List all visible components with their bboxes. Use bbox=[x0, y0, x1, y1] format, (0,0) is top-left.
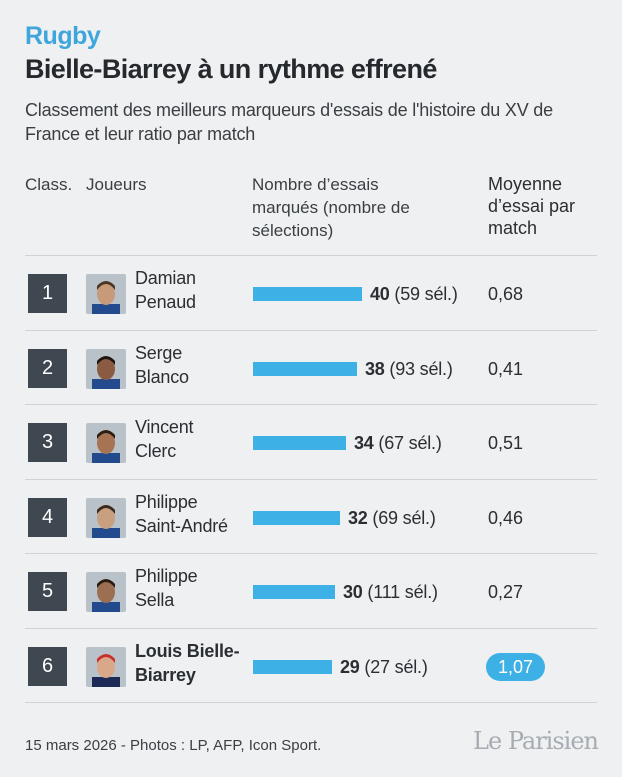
player-name-line2: Sella bbox=[135, 590, 175, 610]
tries-bar bbox=[253, 362, 357, 376]
tries-bar bbox=[253, 436, 346, 450]
tries-value: 34 bbox=[354, 433, 374, 453]
rank-badge: 4 bbox=[28, 498, 67, 537]
player-name-line1: Damian bbox=[135, 268, 196, 288]
player-name-line2: Saint-André bbox=[135, 516, 228, 536]
player-name-line1: Louis Bielle- bbox=[135, 641, 240, 661]
table-row: 2 Serge Blanco 38 (93 sél.) 0,41 bbox=[0, 332, 622, 406]
le-parisien-logo: Le Parisien bbox=[473, 727, 599, 755]
rank-badge: 1 bbox=[28, 274, 67, 313]
average-value: 0,46 bbox=[488, 508, 524, 528]
average-highlight-badge: 1,07 bbox=[486, 653, 546, 681]
player-name-line1: Philippe bbox=[135, 492, 198, 512]
selections-value: (67 sél.) bbox=[373, 433, 442, 453]
player-name-line2: Clerc bbox=[135, 441, 177, 461]
row-separator bbox=[25, 330, 597, 331]
tries-label: 32 (69 sél.) bbox=[348, 507, 436, 529]
player-name-line2: Biarrey bbox=[135, 665, 196, 685]
header-average: Moyenne d’essai par match bbox=[488, 174, 576, 238]
chart-subtitle: Classement des meilleurs marqueurs d'ess… bbox=[25, 100, 553, 144]
player-name-line1: Vincent bbox=[135, 417, 194, 437]
row-separator bbox=[25, 255, 597, 256]
tries-bar bbox=[253, 585, 335, 599]
chart-title: Bielle-Biarrey à un rythme effrené bbox=[25, 54, 437, 84]
row-separator bbox=[25, 404, 597, 405]
player-photo bbox=[86, 349, 126, 389]
player-name-line2: Penaud bbox=[135, 292, 196, 312]
kicker: Rugby bbox=[25, 22, 101, 50]
tries-value: 32 bbox=[348, 508, 368, 528]
player-photo bbox=[86, 274, 126, 314]
rank-badge: 3 bbox=[28, 423, 67, 462]
player-name-line1: Philippe bbox=[135, 566, 198, 586]
player-photo bbox=[86, 647, 126, 687]
selections-value: (93 sél.) bbox=[384, 359, 453, 379]
tries-bar bbox=[253, 511, 340, 525]
average-value: 0,27 bbox=[488, 582, 524, 602]
player-name-line1: Serge bbox=[135, 343, 183, 363]
player-name-line2: Blanco bbox=[135, 367, 189, 387]
row-separator bbox=[25, 628, 597, 629]
tries-label: 30 (111 sél.) bbox=[343, 581, 438, 603]
table-row: 4 Philippe Saint-André 32 (69 sél.) 0,46 bbox=[0, 481, 622, 555]
selections-value: (27 sél.) bbox=[359, 657, 428, 677]
tries-bar bbox=[253, 660, 332, 674]
average-value: 0,51 bbox=[488, 433, 524, 453]
rank-badge: 6 bbox=[28, 647, 67, 686]
row-separator bbox=[25, 479, 597, 480]
table-row: 5 Philippe Sella 30 (111 sél.) 0,27 bbox=[0, 555, 622, 629]
tries-value: 40 bbox=[370, 284, 390, 304]
average-value: 0,68 bbox=[488, 284, 524, 304]
row-separator bbox=[25, 702, 597, 703]
tries-bar bbox=[253, 287, 362, 301]
rank-badge: 5 bbox=[28, 572, 67, 611]
table-row: 6 Louis Bielle- Biarrey 29 (27 sél.) 1,07 bbox=[0, 630, 622, 704]
row-separator bbox=[25, 553, 597, 554]
tries-label: 38 (93 sél.) bbox=[365, 358, 453, 380]
table-row: 1 Damian Penaud 40 (59 sél.) 0,68 bbox=[0, 257, 622, 331]
header-rank: Class. bbox=[25, 175, 73, 194]
footer-credits: 15 mars 2026 - Photos : LP, AFP, Icon Sp… bbox=[25, 737, 322, 754]
tries-value: 30 bbox=[343, 582, 363, 602]
tries-value: 29 bbox=[340, 657, 360, 677]
selections-value: (59 sél.) bbox=[389, 284, 458, 304]
tries-label: 40 (59 sél.) bbox=[370, 283, 458, 305]
header-player: Joueurs bbox=[86, 175, 147, 194]
tries-value: 38 bbox=[365, 359, 385, 379]
selections-value: (69 sél.) bbox=[367, 508, 436, 528]
rank-badge: 2 bbox=[28, 349, 67, 388]
tries-label: 29 (27 sél.) bbox=[340, 656, 428, 678]
table-row: 3 Vincent Clerc 34 (67 sél.) 0,51 bbox=[0, 406, 622, 480]
tries-label: 34 (67 sél.) bbox=[354, 432, 442, 454]
header-tries: Nombre d’essais marqués (nombre de sélec… bbox=[252, 175, 410, 240]
player-photo bbox=[86, 498, 126, 538]
selections-value: (111 sél.) bbox=[362, 582, 438, 602]
player-photo bbox=[86, 423, 126, 463]
player-photo bbox=[86, 572, 126, 612]
average-value: 0,41 bbox=[488, 359, 524, 379]
